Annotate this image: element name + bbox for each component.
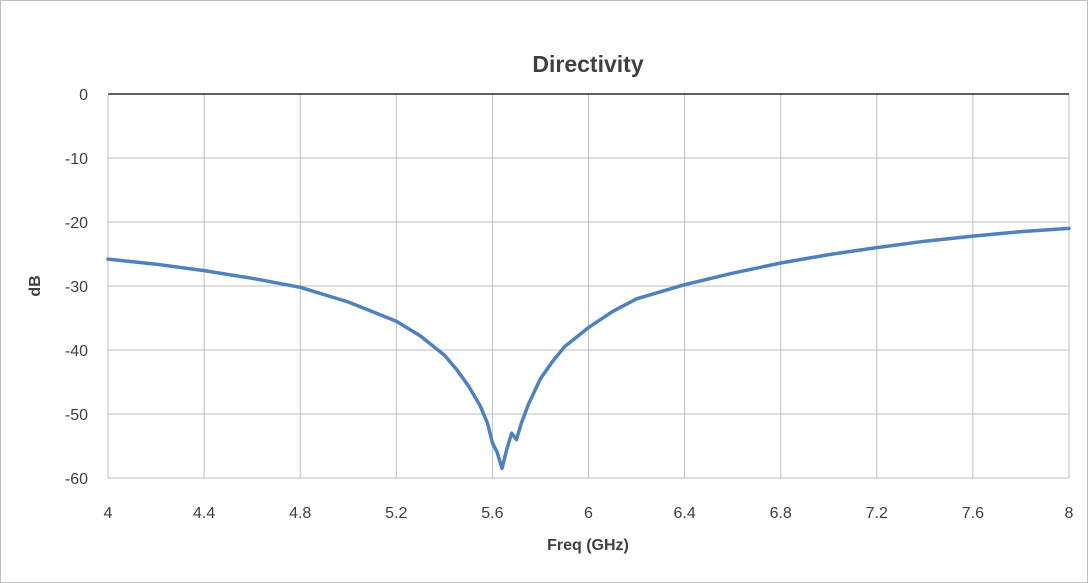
x-tick-label: 4.4 <box>193 505 215 522</box>
y-axis-label: dB <box>27 275 44 296</box>
x-tick-label: 5.6 <box>481 505 503 522</box>
x-axis-label: Freq (GHz) <box>547 537 629 554</box>
y-tick-label: -20 <box>65 215 88 232</box>
x-tick-label: 4 <box>104 505 113 522</box>
series-lines <box>106 226 1071 471</box>
grid <box>107 93 1070 479</box>
x-tick-label: 7.2 <box>866 505 888 522</box>
y-tick-label: -60 <box>65 471 88 488</box>
x-tick-label: 5.2 <box>385 505 407 522</box>
x-tick-label: 7.6 <box>962 505 984 522</box>
y-tick-label: 0 <box>79 87 88 104</box>
chart-title: Directivity <box>532 51 643 77</box>
y-tick-label: -40 <box>65 343 88 360</box>
series-line <box>106 226 1071 471</box>
x-tick-label: 6.4 <box>673 505 695 522</box>
y-tick-label: -30 <box>65 279 88 296</box>
x-tick-label: 8 <box>1065 505 1074 522</box>
x-tick-label: 6 <box>584 505 593 522</box>
y-tick-label: -50 <box>65 407 88 424</box>
x-tick-label: 6.8 <box>770 505 792 522</box>
tick-labels: 4 4.4 4.8 5.2 5.6 6 6.4 6.8 7.2 7.6 8 0 -10 -20 -30 -40… <box>65 87 1074 522</box>
y-tick-label: -10 <box>65 151 88 168</box>
x-tick-label: 4.8 <box>289 505 311 522</box>
